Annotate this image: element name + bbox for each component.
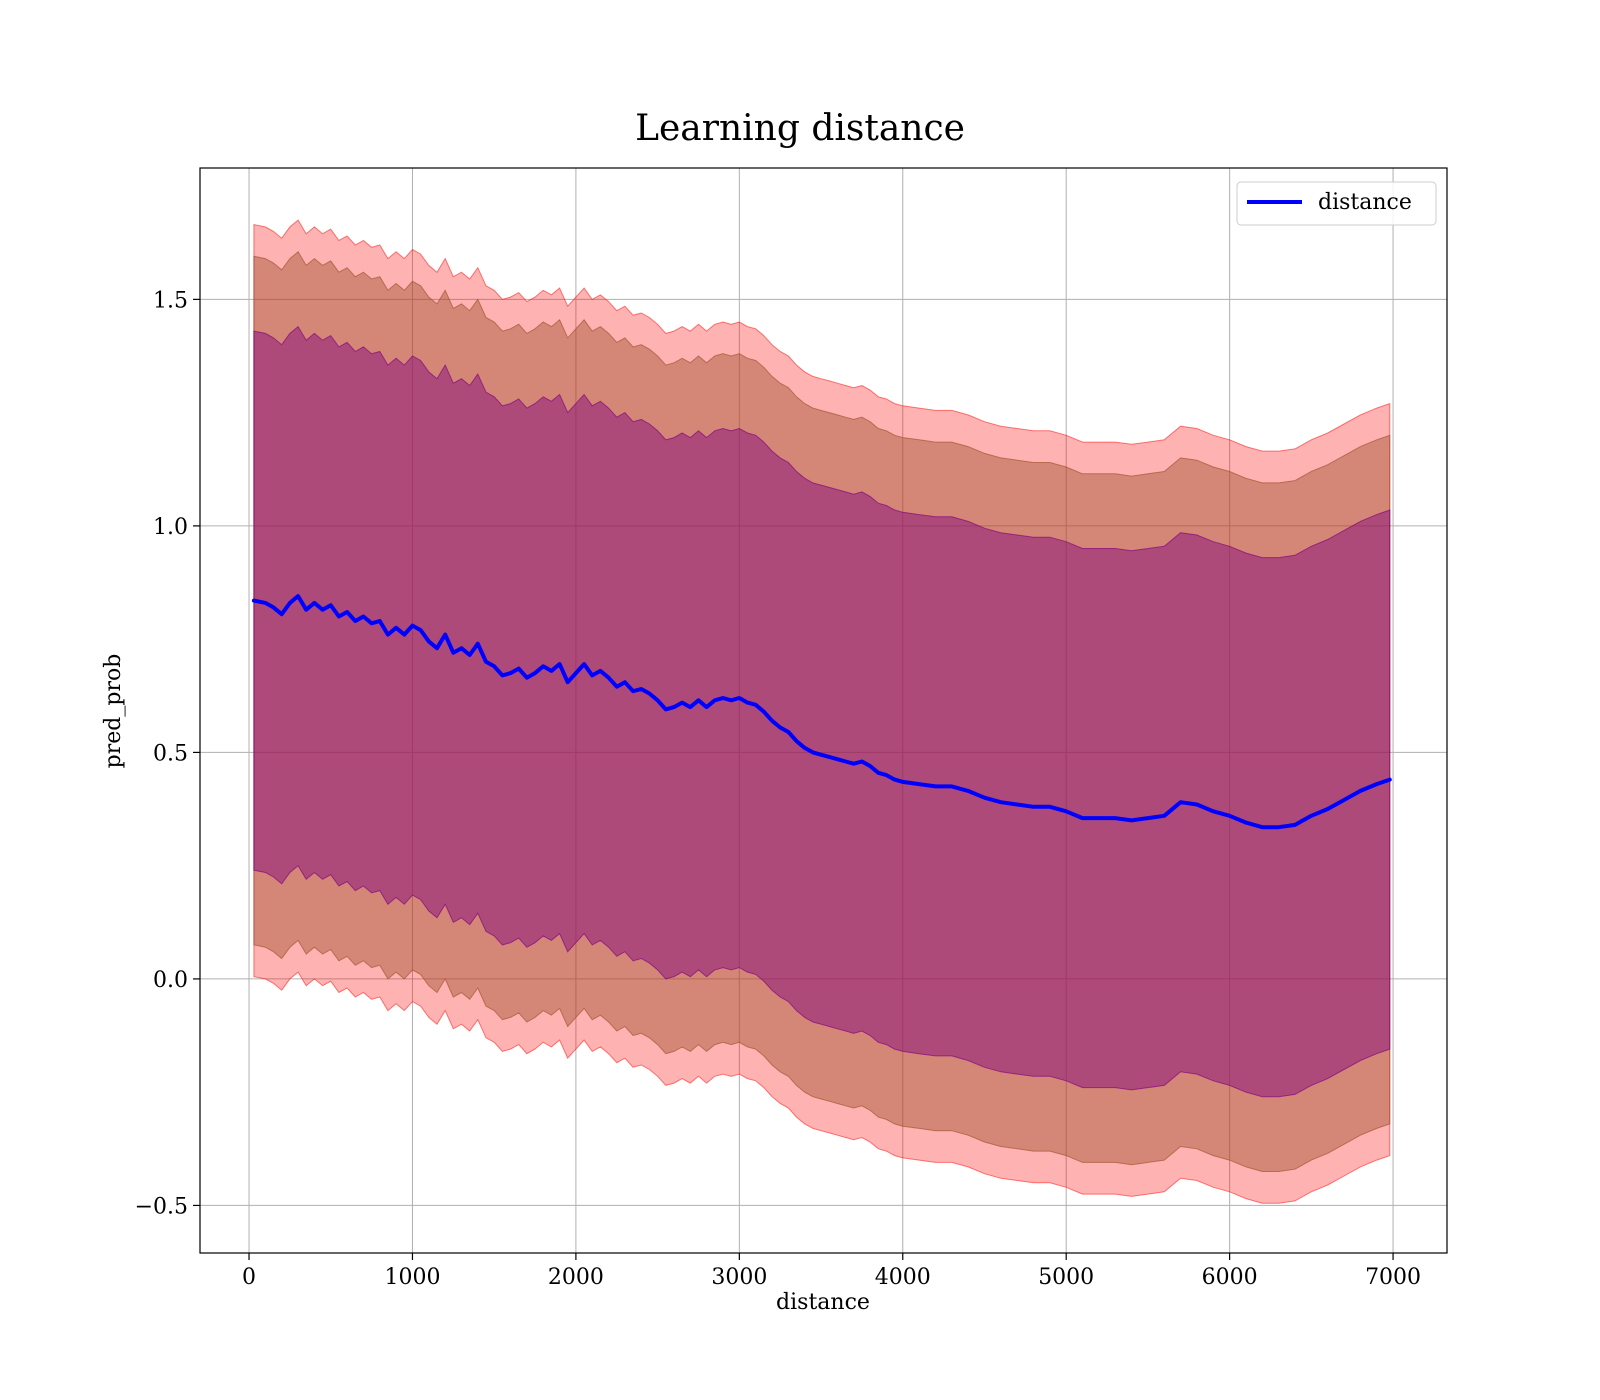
x-tick-label: 2000 <box>548 1265 604 1290</box>
chart-title: Learning distance <box>635 108 965 149</box>
grid <box>200 168 1447 1253</box>
plot-area <box>199 167 1448 1254</box>
x-tick-label: 1000 <box>384 1265 440 1290</box>
legend-box <box>1236 181 1437 226</box>
x-tick-label: 3000 <box>711 1265 767 1290</box>
confidence-band-1 <box>253 219 1391 1204</box>
y-tick-label: −0.5 <box>135 1194 188 1219</box>
y-tick-label: 1.0 <box>153 515 188 540</box>
plot-background <box>200 168 1447 1253</box>
series-lines <box>251 594 1392 830</box>
legend-label-distance: distance <box>1318 190 1412 215</box>
y-axis-label: pred_prob <box>101 654 126 769</box>
confidence-band-3 <box>253 325 1391 1098</box>
y-tick-label: 0.5 <box>153 741 188 766</box>
x-axis-ticks: 0 1000 2000 3000 4000 5000 6000 7000 <box>242 1253 1421 1290</box>
y-tick-label: 0.0 <box>153 968 188 993</box>
y-axis-ticks: −0.5 0.0 0.5 1.0 1.5 <box>135 288 200 1219</box>
x-axis-label: distance <box>776 1290 870 1315</box>
x-tick-label: 7000 <box>1365 1265 1421 1290</box>
x-tick-label: 4000 <box>875 1265 931 1290</box>
legend: distance <box>1236 181 1437 226</box>
confidence-band-2 <box>253 251 1391 1172</box>
plot-frame <box>199 167 1448 1254</box>
y-tick-label: 1.5 <box>153 288 188 313</box>
series-line-distance <box>251 594 1392 830</box>
confidence-bands <box>253 219 1391 1204</box>
x-tick-label: 0 <box>242 1265 256 1290</box>
x-tick-label: 5000 <box>1038 1265 1094 1290</box>
x-tick-label: 6000 <box>1202 1265 1258 1290</box>
